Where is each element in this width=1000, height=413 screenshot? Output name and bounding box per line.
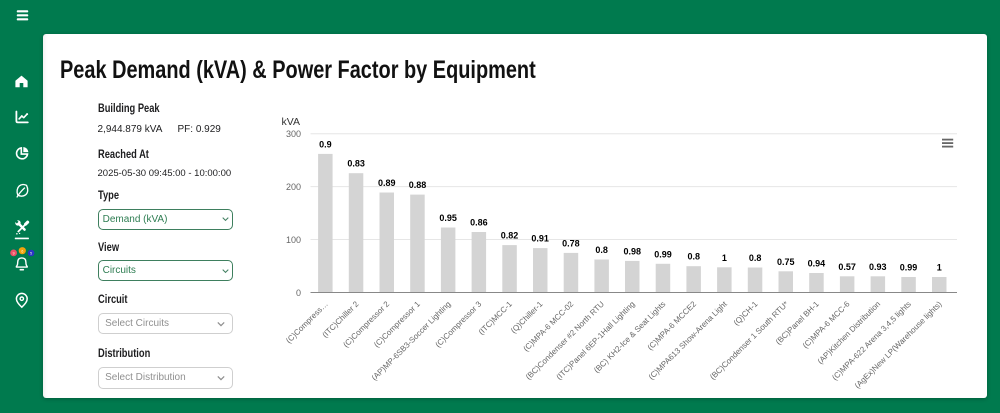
svg-text:5: 5: [30, 252, 32, 256]
svg-text:9: 9: [13, 252, 15, 256]
svg-text:6: 6: [21, 249, 23, 253]
